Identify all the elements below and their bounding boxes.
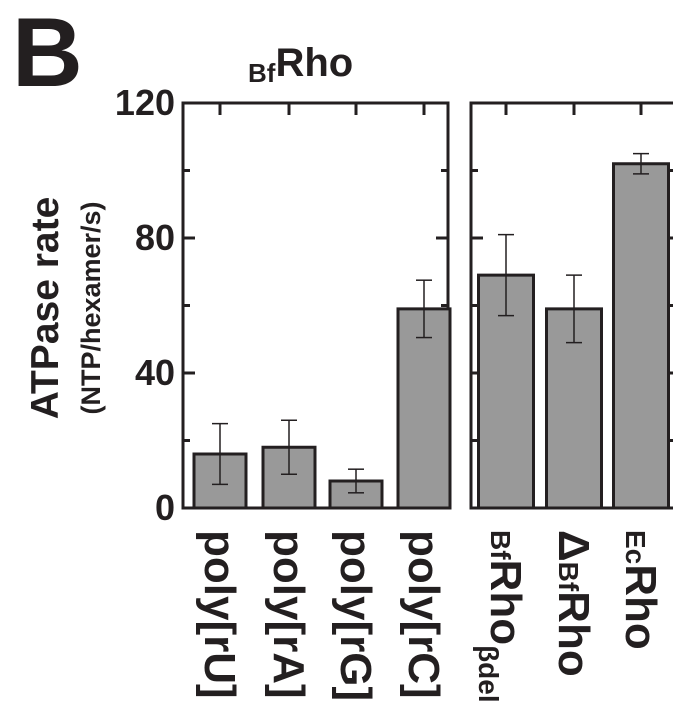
bar	[612, 162, 670, 510]
x-tick-labels: poly[rU] poly[rA] poly[rG] poly[rC] BfRhoβde…	[195, 530, 665, 703]
panel-label: B	[12, 0, 83, 107]
chart-title: BfRho	[248, 41, 353, 88]
x-tick-label: poly[rA]	[264, 530, 313, 699]
x-tick-label-text: ΔBfRho	[549, 530, 598, 677]
y-tick-label: 120	[115, 82, 175, 123]
x-tick-label-part: βdel	[473, 645, 504, 703]
bar	[396, 307, 452, 510]
x-tick-label-text: poly[rU]	[195, 530, 244, 699]
x-tick-label-text: EcRho	[616, 530, 665, 650]
x-tick-label-part: Ec	[620, 530, 651, 564]
error-bars	[212, 152, 649, 494]
x-tick-label-text: BfRhoβdel	[473, 530, 530, 703]
x-tick-label-part: Bf	[553, 562, 584, 592]
x-tick-label-part: Δ	[549, 530, 598, 562]
chart-title-prefix: Bf	[248, 58, 276, 88]
x-tick-label-part: poly[rU]	[195, 530, 244, 699]
x-tick-label-part: Rho	[549, 591, 598, 677]
y-tick-label: 40	[135, 352, 175, 393]
x-tick-label: poly[rG]	[331, 530, 380, 701]
x-tick-label-text: poly[rC]	[399, 530, 448, 699]
bars	[192, 162, 670, 510]
x-tick-label: BfRhoβdel	[473, 530, 530, 703]
y-axis-sublabel: (NTP/hexamer/s)	[76, 201, 106, 414]
x-tick-label: poly[rC]	[399, 530, 448, 699]
chart-title-main: Rho	[275, 41, 353, 85]
y-tick-labels: 0 40 80 120	[115, 82, 175, 528]
x-tick-label-part: poly[rC]	[399, 530, 448, 699]
y-axis-label: ATPase rate	[24, 197, 67, 420]
y-tick-label: 0	[155, 487, 175, 528]
x-tick-label: EcRho	[616, 530, 665, 650]
x-tick-label-text: poly[rG]	[331, 530, 380, 701]
y-tick-label: 80	[135, 217, 175, 258]
x-tick-label-text: poly[rA]	[264, 530, 313, 699]
x-tick-label-part: poly[rG]	[331, 530, 380, 701]
x-tick-label-part: Rho	[481, 560, 530, 646]
x-tick-label: poly[rU]	[195, 530, 244, 699]
x-tick-label-part: Bf	[485, 530, 516, 560]
x-tick-label-part: Rho	[616, 564, 665, 650]
x-tick-label-part: poly[rA]	[264, 530, 313, 699]
x-tick-label: ΔBfRho	[549, 530, 598, 677]
